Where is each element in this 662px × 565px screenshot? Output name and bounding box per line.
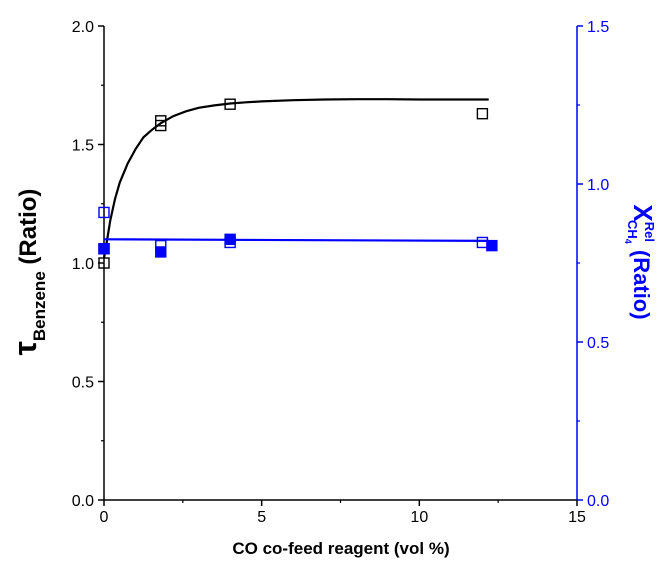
right-axis-superscript: Rel — [642, 222, 657, 242]
left-axis-title: τBenzene (Ratio) — [7, 189, 49, 356]
series-3 — [98, 233, 498, 258]
data-point-open — [98, 206, 110, 219]
series-line — [103, 238, 489, 242]
axes — [103, 26, 578, 501]
data-point-open — [476, 236, 489, 249]
right-tick-label: 1.5 — [587, 19, 609, 36]
x-tick-label: 10 — [410, 509, 428, 526]
left-axis-symbol: τ — [7, 341, 43, 355]
svg-text:τBenzene (Ratio): τBenzene (Ratio) — [7, 189, 49, 356]
left-tick-label: 2.0 — [72, 19, 94, 36]
data-point-filled — [98, 243, 110, 255]
series-2 — [98, 206, 489, 252]
right-axis-title: XRelCH4 (Ratio) — [623, 204, 658, 319]
data-point-filled — [486, 239, 498, 252]
right-axis-symbol: X — [628, 204, 658, 222]
right-axis-suffix: (Ratio) — [629, 250, 654, 320]
series-line — [102, 98, 489, 259]
x-axis-title: CO co-feed reagent (vol %) — [232, 539, 449, 558]
x-tick-label: 5 — [257, 509, 266, 526]
series-layer — [98, 98, 498, 269]
svg-text:XRelCH4 (Ratio): XRelCH4 (Ratio) — [623, 204, 658, 319]
right-tick-label: 1.0 — [587, 177, 609, 194]
series-1 — [102, 98, 489, 259]
left-tick-label: 0.0 — [72, 493, 94, 510]
left-tick-label: 1.0 — [72, 256, 94, 273]
left-axis-suffix: (Ratio) — [15, 189, 42, 265]
data-point-open — [476, 107, 489, 120]
right-axis-subsub: 4 — [623, 239, 633, 244]
series-4 — [103, 238, 489, 242]
right-tick-label: 0.5 — [587, 335, 609, 352]
left-axis-subscript: Benzene — [30, 271, 49, 341]
right-axis-subscript: CH — [625, 220, 640, 239]
data-point-filled — [155, 246, 167, 258]
x-tick-label: 0 — [100, 509, 109, 526]
right-tick-label: 0.0 — [587, 493, 609, 510]
x-tick-label: 15 — [568, 509, 586, 526]
ticks: 0 5 10 150.00.51.01.52.00.00.51.01.5 — [72, 19, 610, 526]
left-tick-label: 0.5 — [72, 375, 94, 392]
left-tick-label: 1.5 — [72, 138, 94, 155]
